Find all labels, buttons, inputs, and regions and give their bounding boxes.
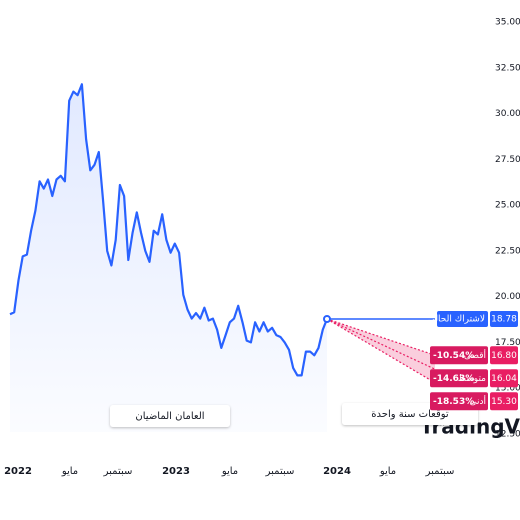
x-tick-label: 2024 bbox=[323, 466, 351, 477]
forecast-line bbox=[326, 318, 436, 356]
area bbox=[10, 84, 327, 433]
x-tick-label: مايو bbox=[379, 466, 396, 477]
annotation: العامان الماضيان bbox=[135, 411, 204, 422]
y-tick-label: 27.50 bbox=[495, 155, 520, 165]
annotation-box bbox=[110, 405, 230, 427]
y-tick-label: 30.00 bbox=[495, 109, 520, 119]
forecast-value: 16.80 bbox=[491, 351, 517, 361]
forecast-tag bbox=[430, 392, 488, 411]
x-tick-label: مايو bbox=[221, 466, 238, 477]
current-name: لاشتراك الحالي bbox=[428, 315, 485, 325]
forecast-value-tag bbox=[490, 346, 518, 365]
forecast-name: أقصى bbox=[464, 349, 486, 361]
x-tick-label: سبتمبر bbox=[425, 466, 455, 477]
y-tick-label: 32.50 bbox=[495, 63, 520, 73]
y-tick-label: 22.50 bbox=[495, 246, 520, 256]
x-tick-label: سبتمبر bbox=[103, 466, 133, 477]
forecast-tag bbox=[430, 369, 488, 388]
y-tick-label: 12.50 bbox=[495, 430, 520, 440]
forecast-value-tag bbox=[490, 392, 518, 411]
annotation: توقعات سنة واحدة bbox=[371, 409, 449, 420]
x-tick-label: 2023 bbox=[162, 466, 190, 477]
y-tick-label: 25.00 bbox=[495, 201, 520, 211]
current-tag bbox=[437, 311, 488, 328]
current-value: 18.78 bbox=[491, 315, 517, 325]
forecast-range bbox=[327, 319, 435, 383]
forecast-value: 16.04 bbox=[491, 374, 517, 384]
forecast-value-tag bbox=[490, 369, 518, 388]
x-tick-label: مايو bbox=[61, 466, 78, 477]
forecast-value: 15.30 bbox=[491, 397, 517, 407]
y-tick-label: 17.50 bbox=[495, 338, 520, 348]
forecast-tag bbox=[430, 346, 488, 365]
y-tick-label: 15.00 bbox=[495, 384, 520, 394]
forecast-line bbox=[326, 318, 436, 384]
forecast-change: -18.53% bbox=[433, 397, 474, 407]
forecast-change: -10.54% bbox=[433, 351, 474, 361]
line bbox=[9, 83, 329, 377]
forecast-change: -14.63% bbox=[433, 374, 474, 384]
current-value-tag bbox=[490, 311, 518, 328]
current-point bbox=[323, 315, 331, 324]
y-tick-label: 20.00 bbox=[495, 292, 520, 302]
x-tick-label: سبتمبر bbox=[265, 466, 295, 477]
forecast-name: متوسط bbox=[458, 374, 486, 384]
x-tick-label: 2022 bbox=[4, 466, 32, 477]
forecast-name: أدنى bbox=[469, 395, 486, 407]
y-tick-label: 35.00 bbox=[495, 18, 520, 28]
